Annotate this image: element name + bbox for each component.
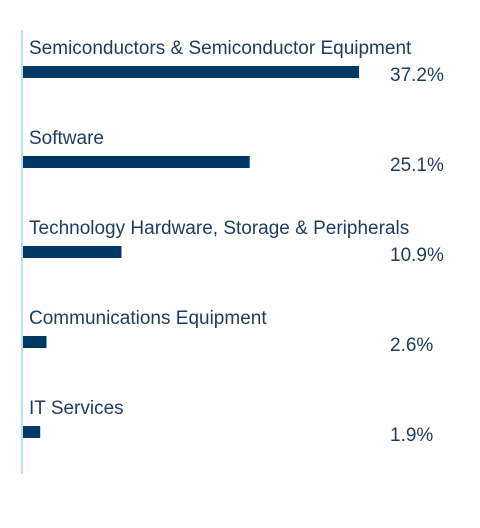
category-label: Software <box>29 128 104 149</box>
data-label: 37.2% <box>390 65 444 86</box>
data-label: 1.9% <box>390 425 433 446</box>
data-label: 2.6% <box>390 335 433 356</box>
category-label: Semiconductors & Semiconductor Equipment <box>29 38 412 59</box>
bar-row: Communications Equipment 2.6% <box>23 308 433 356</box>
bar <box>23 156 250 168</box>
data-label: 25.1% <box>390 155 444 176</box>
bar <box>23 246 122 258</box>
bar-row: Software 25.1% <box>23 128 444 176</box>
category-label: IT Services <box>29 398 124 419</box>
category-label: Technology Hardware, Storage & Periphera… <box>29 218 409 239</box>
bar-row: IT Services 1.9% <box>23 398 433 446</box>
bar <box>23 426 41 438</box>
bar <box>23 66 359 78</box>
data-label: 10.9% <box>390 245 444 266</box>
bar-row: Semiconductors & Semiconductor Equipment… <box>23 38 444 86</box>
category-label: Communications Equipment <box>29 308 267 329</box>
bar <box>23 336 47 348</box>
bars-group: Semiconductors & Semiconductor Equipment… <box>23 38 444 446</box>
bar-row: Technology Hardware, Storage & Periphera… <box>23 218 444 266</box>
